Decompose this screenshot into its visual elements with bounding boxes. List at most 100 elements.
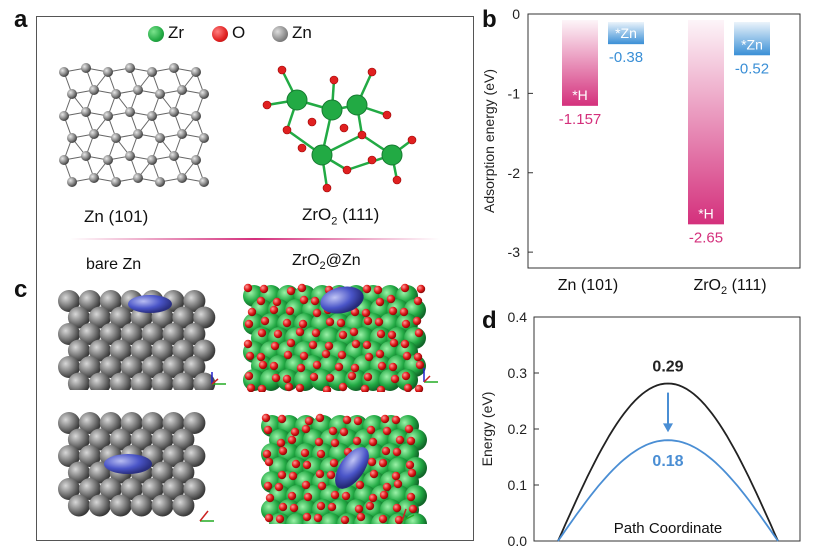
zn-atom: [67, 428, 90, 451]
zn-atom: [147, 155, 157, 165]
zn-atom: [162, 445, 185, 467]
o-atom: [243, 339, 253, 349]
zn-atom: [177, 129, 187, 139]
zn-atom: [78, 445, 101, 467]
o-atom: [295, 327, 305, 337]
zn-atom: [125, 63, 135, 73]
zn-atom: [78, 356, 101, 378]
o-atom: [276, 438, 286, 448]
energy-curve: [557, 439, 779, 542]
o-atom: [382, 426, 392, 436]
bar-h: [688, 20, 724, 225]
energy-barrier-chart: 0.0 0.1 0.2 0.3 0.4 Energy (eV) 0.29 0.18 Path C…: [479, 309, 801, 549]
zn-atom: [99, 478, 122, 500]
zn-atom: [99, 356, 122, 378]
o-atom: [415, 360, 425, 370]
o-atom: [329, 458, 339, 468]
panel-a-letter: a: [14, 6, 28, 33]
o-atom: [324, 341, 334, 351]
zn-atom: [67, 339, 90, 362]
zn-atom: [120, 478, 143, 500]
o-atom: [365, 501, 375, 511]
zn-atom: [111, 177, 121, 187]
zro2-zn-side-view: [243, 283, 426, 392]
zn-atom: [177, 85, 187, 95]
o-atom: [400, 339, 410, 349]
o-atom: [353, 416, 363, 426]
zn-atom: [183, 356, 206, 378]
o-atom: [367, 457, 377, 467]
zro2zn-sub: 2: [319, 260, 326, 273]
energy-curve: [557, 382, 779, 542]
o-atom: [273, 329, 283, 339]
o-atom: [269, 361, 279, 371]
zn-atom: [151, 428, 174, 451]
o-atom: [301, 480, 311, 490]
zn-atom: [183, 445, 206, 467]
bar-value-label: -0.38: [609, 49, 643, 66]
zn-atom: [183, 323, 206, 345]
o-atom: [303, 492, 313, 502]
zn-atom: [88, 306, 111, 329]
zn-atom: [141, 412, 164, 434]
zn-101-structure: [59, 63, 209, 187]
zn-atom: [172, 372, 195, 390]
o-atom: [406, 436, 416, 446]
o-atom: [286, 338, 296, 348]
bar-value-label: -2.65: [689, 229, 723, 246]
o-atom: [315, 469, 325, 479]
zn-atom: [58, 290, 80, 312]
o-atom: [336, 318, 346, 328]
zn-atom: [133, 85, 143, 95]
o-atom: [297, 283, 307, 293]
zn-atom: [147, 111, 157, 121]
o-atom: [310, 296, 320, 306]
o-atom: [416, 284, 426, 294]
bare-zn-top-view: [58, 412, 206, 517]
bar-series-label: *H: [698, 205, 714, 221]
o-atom: [374, 317, 384, 327]
zn-atom: [88, 494, 111, 517]
y-tick-label: -2: [508, 165, 521, 181]
zn-atom: [130, 339, 153, 362]
element-legend: Zr O Zn: [148, 22, 388, 48]
y-tick-label: 0.3: [508, 365, 528, 381]
panel-b-letter: b: [482, 6, 497, 33]
o-atom: [382, 482, 392, 492]
o-atom: [282, 374, 292, 384]
zn-atom: [133, 173, 143, 183]
zn-atom: [162, 478, 185, 500]
o-atom: [340, 515, 350, 524]
o-atom: [391, 415, 401, 425]
o-atom: [315, 413, 325, 423]
panel-d-letter: d: [482, 307, 497, 334]
zn-atom: [199, 133, 209, 143]
adsorbate-atom: [104, 454, 152, 474]
zr-atom: [286, 513, 308, 524]
o-atom: [402, 351, 412, 361]
o-atom: [354, 504, 364, 514]
y-tick-label: 0.0: [508, 533, 528, 549]
adsorbate-atom: [128, 295, 172, 313]
x-category-label: ZrO2 (111): [693, 277, 766, 297]
o-atom: [272, 297, 282, 307]
zro2zn-tail: @Zn: [325, 252, 361, 269]
zn-atom: [58, 478, 80, 500]
o-atom: [389, 338, 399, 348]
zro2-label-main: ZrO: [302, 205, 332, 224]
zn-atom: [88, 339, 111, 362]
zn-atom: [67, 372, 90, 390]
o-atom: [325, 373, 335, 383]
peak-value-label: 0.29: [652, 358, 683, 375]
zn-atom: [58, 323, 80, 345]
o-atom: [355, 480, 365, 490]
o-atom: [328, 426, 338, 436]
zn-atom: [147, 67, 157, 77]
o-atom: [295, 383, 305, 392]
o-atom: [322, 385, 332, 392]
o-atom: [309, 372, 319, 382]
y-axis-label: Energy (eV): [479, 392, 495, 467]
zn-atom: [191, 111, 201, 121]
o-atom: [360, 384, 370, 392]
zn-legend-dot: [272, 26, 288, 42]
